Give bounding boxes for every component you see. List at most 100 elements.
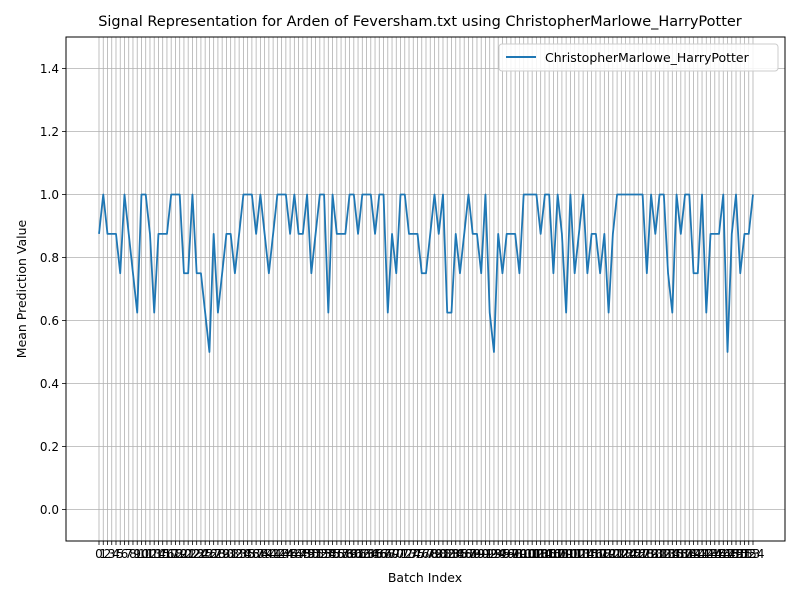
y-tick-label: 0.0 — [40, 503, 59, 517]
x-tick-label: 85 — [452, 547, 467, 561]
plot-frame — [65, 36, 786, 542]
x-tick-label: 4 — [112, 547, 120, 561]
x-tick-label: 150 — [725, 547, 748, 561]
x-tick-label: 145 — [703, 547, 726, 561]
x-tick-label: 51 — [308, 547, 323, 561]
x-tick-label: 40 — [261, 547, 276, 561]
x-tick-label: 92 — [482, 547, 497, 561]
x-tick-label: 27 — [206, 547, 221, 561]
x-tick-label: 70 — [389, 547, 404, 561]
y-tick-label: 1.2 — [40, 125, 59, 139]
x-tick-label: 25 — [198, 547, 213, 561]
x-tick-label: 142 — [691, 547, 714, 561]
x-tick-label: 24 — [193, 547, 208, 561]
x-tick-label: 55 — [325, 547, 340, 561]
x-tick-label: 81 — [435, 547, 450, 561]
x-tick-label: 90 — [474, 547, 489, 561]
x-tick-label: 67 — [376, 547, 391, 561]
x-tick-label: 21 — [181, 547, 196, 561]
x-tick-label: 76 — [414, 547, 429, 561]
x-tick-label: 127 — [627, 547, 650, 561]
x-tick-label: 43 — [274, 547, 289, 561]
x-tick-label: 128 — [631, 547, 654, 561]
x-tick-label: 52 — [312, 547, 327, 561]
y-tick-label: 0.6 — [40, 314, 59, 328]
plot-area — [98, 193, 754, 353]
x-tick-label: 41 — [265, 547, 280, 561]
x-tick-label: 148 — [716, 547, 739, 561]
x-tick-label: 29 — [215, 547, 230, 561]
x-tick-label: 53 — [316, 547, 331, 561]
x-tick-label: 8 — [129, 547, 137, 561]
x-tick-label: 19 — [172, 547, 187, 561]
y-tick-label: 0.4 — [40, 377, 59, 391]
x-tick-label: 108 — [546, 547, 569, 561]
x-tick-label: 121 — [601, 547, 624, 561]
x-tick-label: 30 — [219, 547, 234, 561]
x-axis-label: Batch Index — [388, 570, 462, 585]
x-tick-label: 46 — [287, 547, 302, 561]
x-tick-label: 130 — [640, 547, 663, 561]
x-tick-label: 59 — [342, 547, 357, 561]
x-tick-label: 97 — [503, 547, 518, 561]
x-tick-label: 146 — [708, 547, 731, 561]
x-tick-label: 50 — [304, 547, 319, 561]
x-tick-label: 5 — [116, 547, 124, 561]
x-tick-label: 119 — [593, 547, 616, 561]
legend-box — [498, 43, 779, 72]
x-tick-label: 86 — [457, 547, 472, 561]
x-tick-label: 35 — [240, 547, 255, 561]
x-tick-label: 138 — [674, 547, 697, 561]
x-tick-label: 139 — [678, 547, 701, 561]
x-tick-label: 11 — [138, 547, 153, 561]
x-tick-label: 149 — [720, 547, 743, 561]
x-tick-label: 143 — [695, 547, 718, 561]
chart-title: Signal Representation for Arden of Fever… — [98, 14, 742, 30]
x-tick-label: 75 — [410, 547, 425, 561]
legend-entry: ChristopherMarlowe_HarryPotter — [545, 50, 750, 65]
x-tick-label: 147 — [712, 547, 735, 561]
x-tick-label: 16 — [159, 547, 174, 561]
x-tick-label: 133 — [652, 547, 675, 561]
y-tick-label: 1.4 — [40, 62, 59, 76]
x-tick-label: 60 — [346, 547, 361, 561]
x-tick-label: 110 — [555, 547, 578, 561]
x-tick-label: 9 — [133, 547, 141, 561]
x-tick-label: 134 — [657, 547, 680, 561]
x-tick-label: 78 — [423, 547, 438, 561]
x-tick-label: 66 — [372, 547, 387, 561]
x-tick-label: 36 — [244, 547, 259, 561]
x-tick-label: 12 — [142, 547, 157, 561]
x-tick-label: 15 — [155, 547, 170, 561]
x-tick-label: 122 — [606, 547, 629, 561]
x-tick-label: 111 — [559, 547, 582, 561]
x-tick-label: 44 — [278, 547, 293, 561]
y-tick-label: 0.8 — [40, 251, 59, 265]
x-tick-label: 113 — [567, 547, 590, 561]
x-tick-label: 123 — [610, 547, 633, 561]
x-tick-label: 98 — [508, 547, 523, 561]
x-tick-label: 107 — [542, 547, 565, 561]
y-axis-label: Mean Prediction Value — [14, 219, 29, 358]
x-tick-label: 96 — [499, 547, 514, 561]
x-tick-label: 101 — [516, 547, 539, 561]
x-tick-label: 116 — [580, 547, 603, 561]
x-tick-label: 74 — [406, 547, 421, 561]
x-tick-label: 137 — [669, 547, 692, 561]
x-tick-label: 20 — [176, 547, 191, 561]
x-tick-label: 135 — [661, 547, 684, 561]
x-tick-label: 118 — [589, 547, 612, 561]
x-tick-label: 104 — [529, 547, 552, 561]
x-tick-label: 140 — [682, 547, 705, 561]
x-axis-ticks: 0123456789101112131415161718192021222324… — [95, 541, 764, 561]
x-tick-label: 17 — [164, 547, 179, 561]
x-tick-label: 126 — [623, 547, 646, 561]
legend: ChristopherMarlowe_HarryPotter — [498, 43, 779, 72]
x-tick-label: 129 — [635, 547, 658, 561]
x-tick-label: 71 — [393, 547, 408, 561]
x-tick-label: 54 — [321, 547, 336, 561]
x-tick-label: 109 — [550, 547, 573, 561]
series-line — [98, 193, 754, 353]
x-tick-label: 73 — [401, 547, 416, 561]
